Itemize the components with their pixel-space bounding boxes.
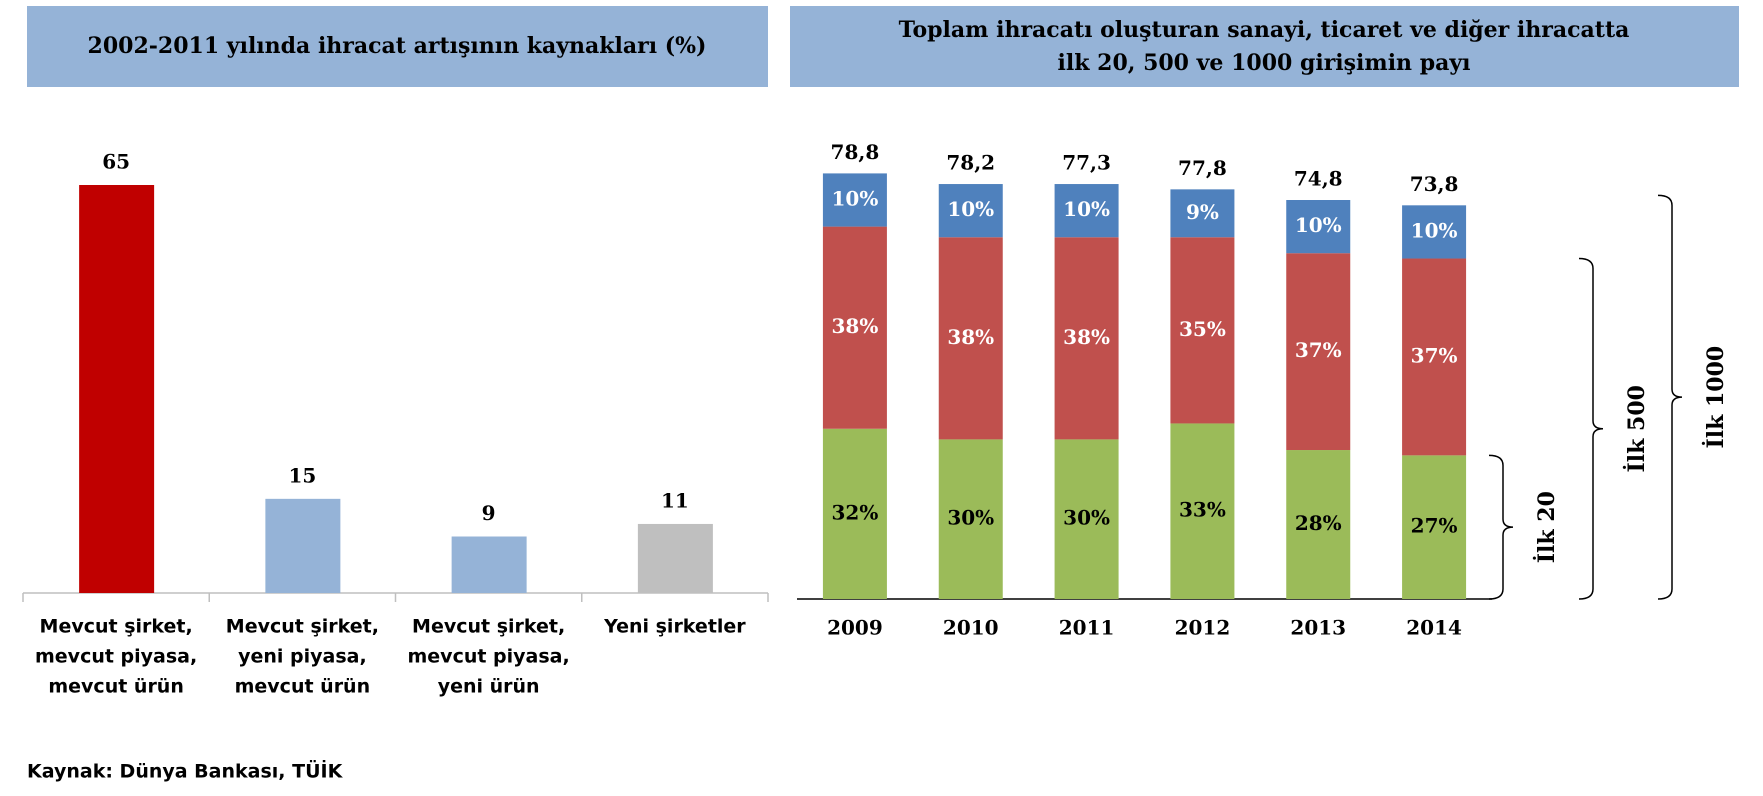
x-tick-label: 2009: [827, 616, 883, 640]
title-panel: [790, 6, 1739, 87]
bar-segment: [822, 428, 887, 599]
data-label: 28%: [1295, 511, 1342, 535]
data-label: 38%: [1063, 325, 1110, 349]
bar-segment: [1286, 200, 1351, 254]
data-label: 27%: [1411, 514, 1458, 538]
x-tick-label: 2011: [1059, 616, 1115, 640]
bar-segment: [1286, 253, 1351, 451]
data-label: 35%: [1179, 317, 1226, 341]
data-label: 10%: [831, 187, 878, 211]
total-label: 77,3: [1062, 151, 1111, 175]
bar-segment: [1402, 455, 1467, 599]
data-label: 9: [482, 501, 496, 525]
bracket-label: İlk 500: [1622, 385, 1650, 472]
data-label: 10%: [1411, 218, 1458, 242]
bracket: [1488, 454, 1514, 600]
bracket-label: İlk 1000: [1701, 346, 1729, 449]
bar: [451, 536, 527, 593]
total-label: 77,8: [1178, 156, 1227, 180]
bar-segment: [1286, 450, 1351, 599]
bar-segment: [822, 226, 887, 429]
x-tick-label: mevcut piyasa,: [408, 646, 570, 668]
data-label: 37%: [1295, 338, 1342, 362]
data-label: 32%: [831, 500, 878, 524]
data-label: 38%: [831, 314, 878, 338]
x-tick-label: yeni ürün: [438, 676, 540, 698]
data-label: 37%: [1411, 343, 1458, 367]
data-label: 10%: [947, 197, 994, 221]
chart-title: 2002-2011 yılında ihracat artışının kayn…: [88, 33, 707, 59]
total-label: 78,8: [831, 140, 880, 164]
data-label: 15: [288, 463, 316, 487]
bar-segment: [1054, 184, 1119, 238]
total-label: 74,8: [1294, 167, 1343, 191]
data-label: 10%: [1295, 213, 1342, 237]
bar-segment: [1170, 189, 1235, 238]
data-label: 65: [102, 150, 130, 174]
x-tick-label: 2010: [943, 616, 999, 640]
chart-title: ilk 20, 500 ve 1000 girişimin payı: [1058, 50, 1471, 76]
bar-segment: [822, 173, 887, 227]
x-tick-label: Yeni şirketler: [603, 616, 746, 638]
bar-segment: [938, 237, 1003, 440]
x-tick-label: mevcut ürün: [48, 676, 184, 698]
x-tick-label: Mevcut şirket,: [40, 616, 193, 638]
data-label: 9%: [1186, 200, 1219, 224]
chart-title: Toplam ihracatı oluşturan sanayi, ticare…: [899, 17, 1630, 43]
data-label: 38%: [947, 325, 994, 349]
bar-segment: [1402, 258, 1467, 456]
bar-segment: [938, 439, 1003, 599]
data-label: 11: [661, 488, 689, 512]
total-label: 73,8: [1410, 172, 1459, 196]
bar-segment: [1054, 439, 1119, 599]
bracket: [1657, 194, 1683, 600]
x-tick-label: Mevcut şirket,: [226, 616, 379, 638]
bar: [637, 523, 713, 593]
x-tick-label: Mevcut şirket,: [412, 616, 565, 638]
bar-segment: [1402, 205, 1467, 259]
bracket-label: İlk 20: [1532, 491, 1560, 563]
x-tick-label: 2014: [1406, 616, 1462, 640]
source-note: Kaynak: Dünya Bankası, TÜİK: [27, 759, 344, 783]
data-label: 30%: [947, 506, 994, 530]
data-label: 33%: [1179, 498, 1226, 522]
bar-segment: [1170, 423, 1235, 599]
x-tick-label: yeni piyasa,: [238, 646, 367, 668]
data-label: 30%: [1063, 506, 1110, 530]
bracket: [1578, 257, 1604, 600]
bar: [79, 185, 155, 593]
bar-segment: [1054, 237, 1119, 440]
bar-segment: [1170, 237, 1235, 424]
total-label: 78,2: [946, 151, 995, 175]
x-tick-label: 2013: [1290, 616, 1346, 640]
title-panel: [27, 6, 768, 87]
data-label: 10%: [1063, 197, 1110, 221]
bar: [265, 498, 341, 593]
x-tick-label: mevcut ürün: [235, 676, 371, 698]
x-tick-label: 2012: [1175, 616, 1231, 640]
x-tick-label: mevcut piyasa,: [35, 646, 197, 668]
bar-segment: [938, 184, 1003, 238]
